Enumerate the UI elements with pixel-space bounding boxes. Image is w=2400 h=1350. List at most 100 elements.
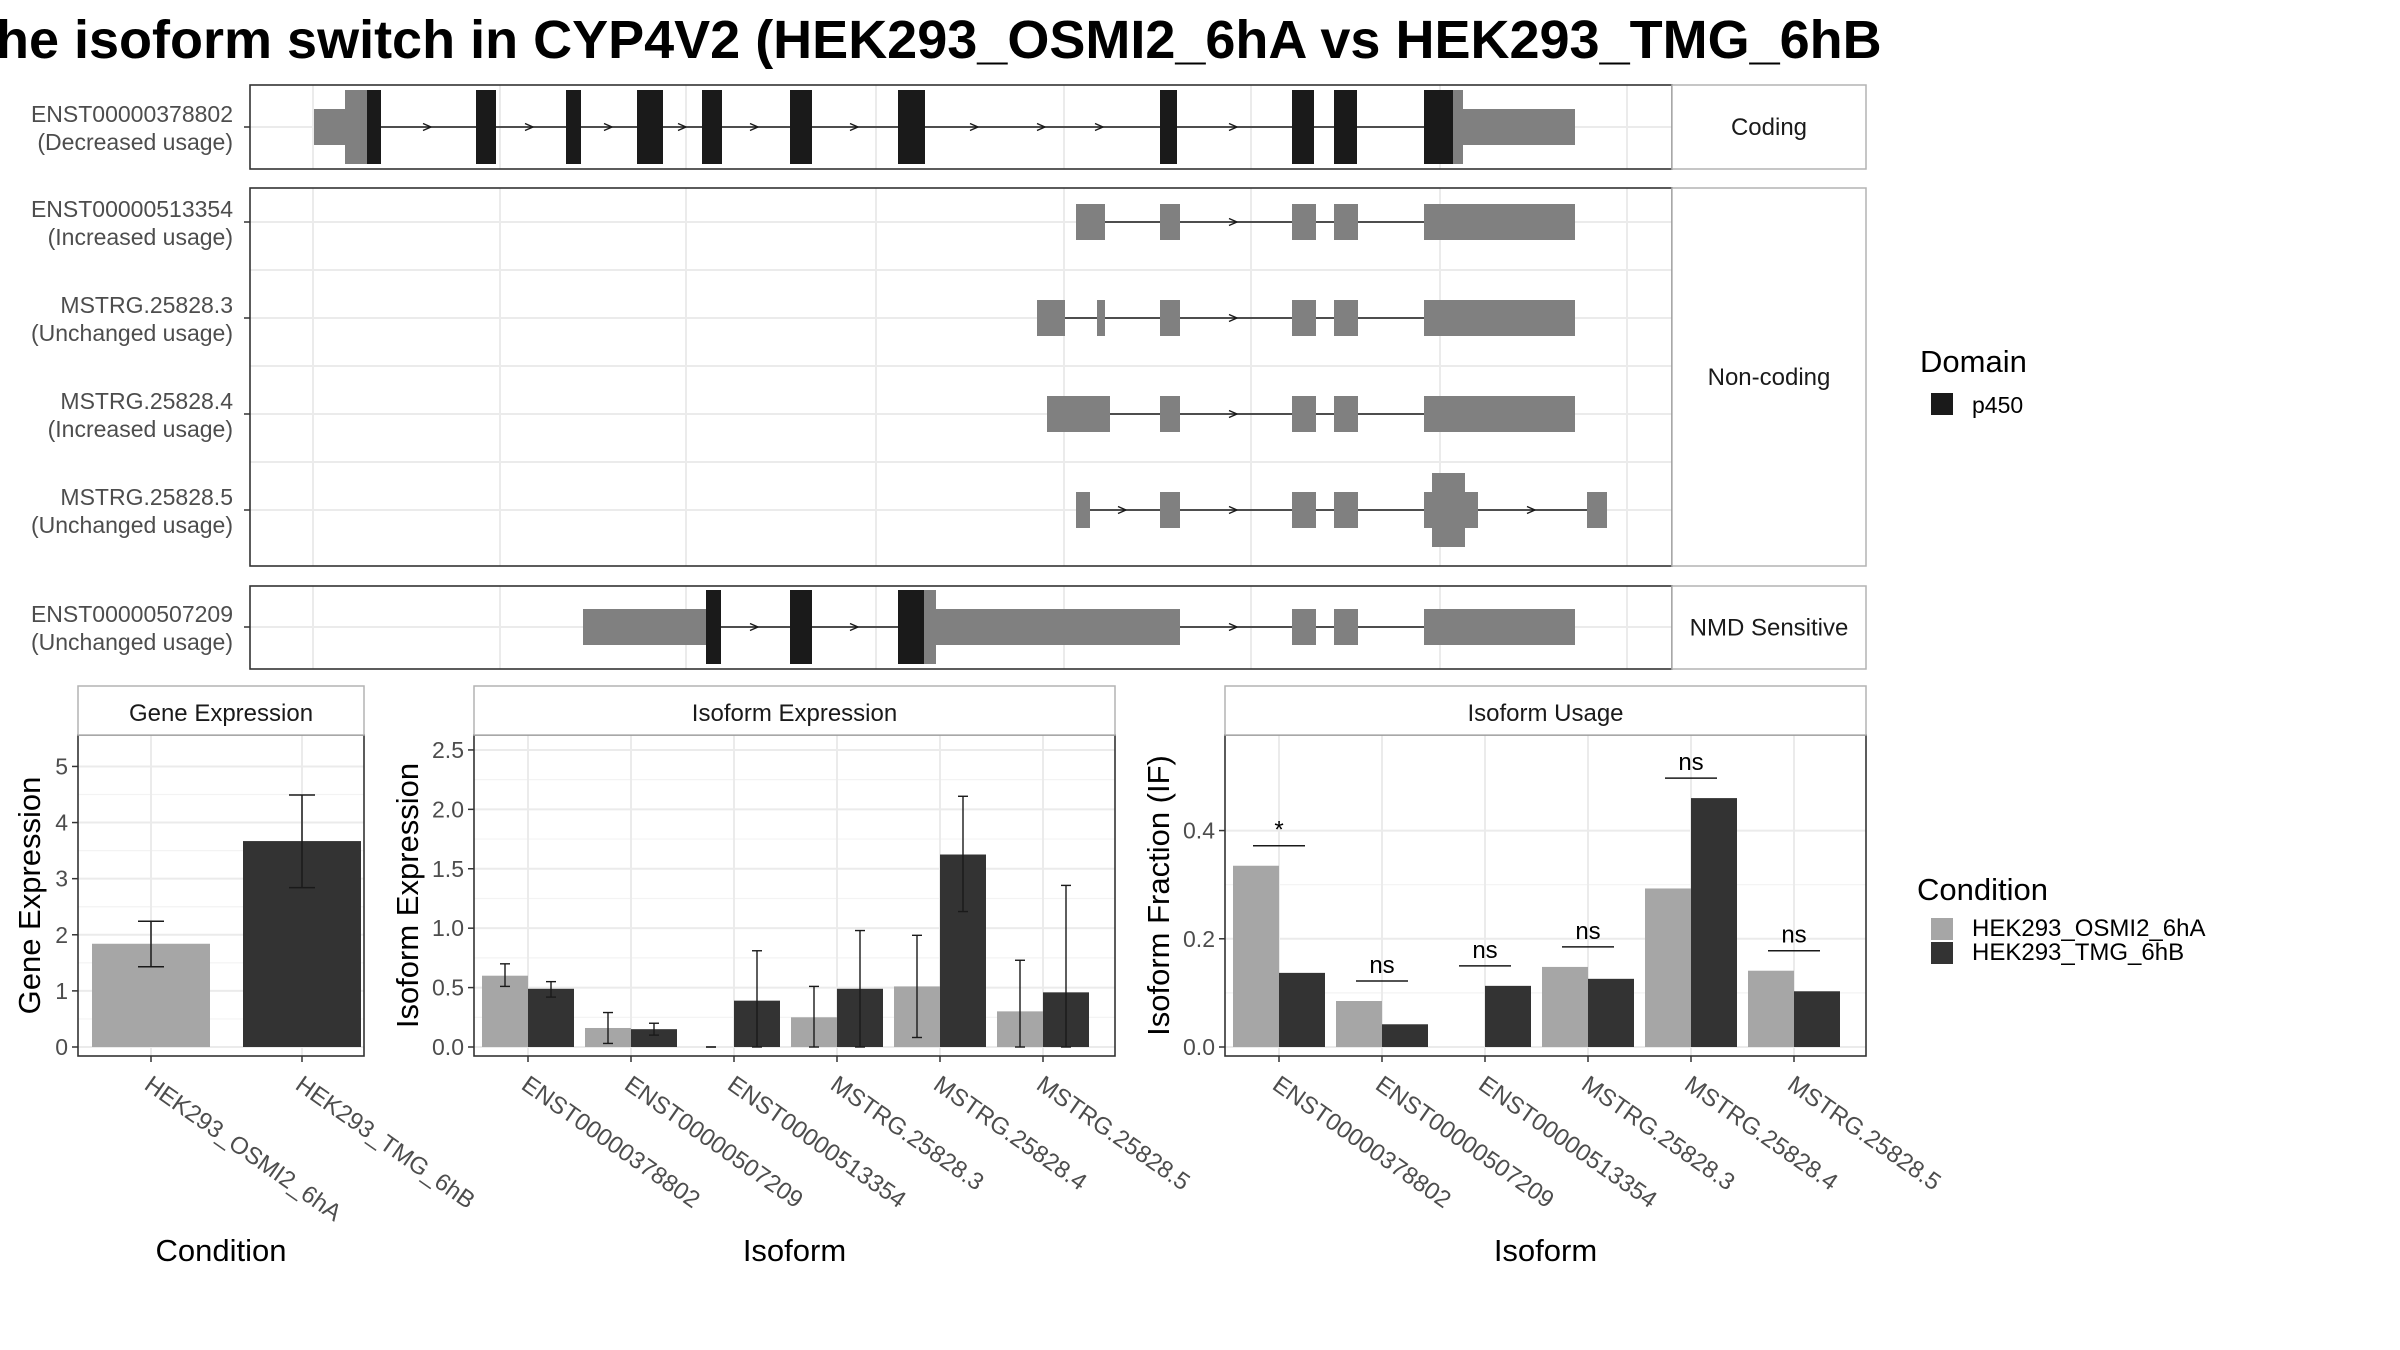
bar: [1748, 970, 1794, 1047]
significance-label: *: [1274, 817, 1283, 844]
facet-strip: [1671, 187, 1867, 567]
bar: [1588, 978, 1634, 1047]
bar: [1485, 985, 1531, 1047]
exon: [1334, 609, 1358, 645]
chart-isoform-usage: * ns ns ns ns ns Isoform Usage 0.0 0.2 0.4 ENST000…: [1141, 685, 1946, 1268]
direction-arrow: [1117, 505, 1128, 515]
bar: [631, 1029, 677, 1047]
domain-exon: [1424, 90, 1453, 164]
facet-strip: [1671, 585, 1867, 670]
facet-strip: [77, 685, 365, 736]
legend-label: HEK293_TMG_6hB: [1972, 939, 2184, 966]
transcript-ENST00000378802: [314, 90, 1575, 164]
exon: [1292, 396, 1316, 432]
direction-arrow: [969, 122, 980, 132]
facet-strip: [473, 685, 1116, 736]
legend-key: [1931, 393, 1953, 415]
transcript-label: MSTRG.25828.4: [60, 388, 233, 414]
exon: [1292, 204, 1316, 240]
legends: Domain p450 Condition HEK293_OSMI2_6hAHEK29…: [1917, 344, 2205, 966]
domain-legend-title: Domain: [1920, 344, 2027, 379]
x-axis-title: Isoform: [1494, 1233, 1597, 1268]
facet-strip-label: Coding: [1731, 114, 1807, 141]
domain-exon: [1292, 90, 1314, 164]
transcript-MSTRG.25828.3: [1037, 300, 1575, 336]
exon: [1334, 492, 1358, 528]
exon: [1334, 204, 1358, 240]
direction-arrow: [849, 122, 860, 132]
transcript-status-label: (Increased usage): [48, 224, 233, 250]
expression-charts: Gene Expression012345HEK293_OSMI2_6hAHEK…: [12, 685, 1946, 1268]
transcript-label: ENST00000378802: [31, 101, 233, 127]
exon: [1587, 492, 1607, 528]
x-tick-label: ENST00000378802: [1268, 1071, 1456, 1214]
exon: [1160, 492, 1180, 528]
bar: [1279, 972, 1325, 1047]
y-tick-label: 0.0: [432, 1034, 464, 1060]
x-tick-label: ENST00000507209: [620, 1071, 808, 1214]
y-tick-label: 4: [55, 810, 68, 836]
direction-arrow: [849, 622, 860, 632]
direction-arrow: [524, 122, 535, 132]
y-tick-label: 2.0: [432, 796, 464, 822]
domain-exon: [898, 590, 924, 664]
domain-exon: [637, 90, 663, 164]
bar: [1542, 966, 1588, 1047]
bar: [482, 975, 528, 1047]
chart-title: Isoform Usage: [1467, 700, 1623, 727]
exon: [1292, 492, 1316, 528]
facet-strip-label: NMD Sensitive: [1690, 615, 1849, 642]
y-tick-label: 0.0: [1183, 1034, 1215, 1060]
y-tick-label: 2: [55, 922, 68, 948]
x-tick-label: ENST00000378802: [517, 1071, 705, 1214]
y-tick-label: 0.5: [432, 975, 464, 1001]
x-axis-title: Isoform: [743, 1233, 846, 1268]
domain-exon: [702, 90, 722, 164]
y-tick-label: 5: [55, 753, 68, 779]
significance-label: ns: [1781, 922, 1806, 949]
utr-exon: [314, 109, 345, 145]
legend-label: HEK293_OSMI2_6hA: [1972, 915, 2205, 942]
exon: [1160, 396, 1180, 432]
chart-isoform-expression: Isoform Expression 0.0 0.5 1.0 1.5 2.0 2.5 ENST…: [390, 685, 1195, 1268]
exon: [1334, 396, 1358, 432]
exon: [1432, 473, 1465, 547]
legend-key: [1931, 918, 1953, 940]
panel-background: [474, 735, 1115, 1056]
transcript-label: ENST00000513354: [31, 196, 233, 222]
exon: [1424, 396, 1575, 432]
transcript-label: MSTRG.25828.5: [60, 484, 233, 510]
exon: [1047, 396, 1110, 432]
x-tick-label: ENST00000513354: [723, 1071, 911, 1214]
exon: [1334, 300, 1358, 336]
bar: [528, 988, 574, 1047]
figure-title: he isoform switch in CYP4V2 (HEK293_OSMI…: [0, 10, 1882, 70]
exon: [345, 90, 367, 164]
transcript-panel-nmd-sensitive: ENST00000507209(Unchanged usage) NMD Sens…: [31, 585, 1867, 670]
exon: [1097, 300, 1105, 336]
exon: [1424, 609, 1575, 645]
direction-arrow: [677, 122, 688, 132]
transcript-panel-coding: ENST00000378802(Decreased usage) Coding: [31, 84, 1867, 170]
exon: [1037, 300, 1065, 336]
domain-exon: [1334, 90, 1357, 164]
domain-exon: [790, 590, 812, 664]
y-tick-label: 1.0: [432, 915, 464, 941]
direction-arrow: [1228, 313, 1239, 323]
bar: [1645, 888, 1691, 1047]
condition-legend-title: Condition: [1917, 872, 2048, 907]
direction-arrow: [1526, 505, 1537, 515]
facet-strip-label: Non-coding: [1708, 364, 1831, 391]
chart-title: Isoform Expression: [692, 700, 897, 727]
y-tick-label: 0.4: [1183, 818, 1215, 844]
significance-label: ns: [1472, 937, 1497, 964]
bar: [1336, 1001, 1382, 1047]
utr-exon: [583, 609, 706, 645]
x-tick-label: ENST00000507209: [1371, 1071, 1559, 1214]
bar: [1382, 1024, 1428, 1047]
y-tick-label: 3: [55, 866, 68, 892]
direction-arrow: [1036, 122, 1047, 132]
exon: [1076, 492, 1090, 528]
domain-exon: [566, 90, 581, 164]
